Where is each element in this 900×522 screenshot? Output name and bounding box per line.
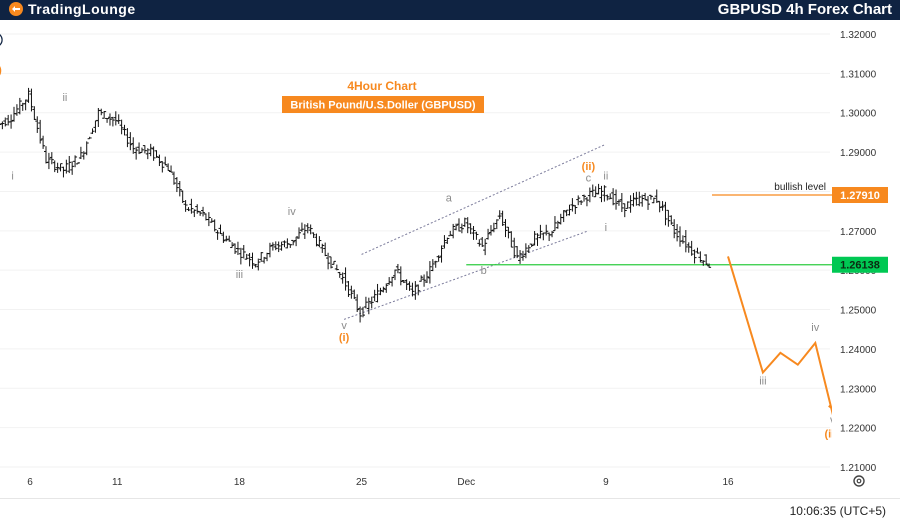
gear-icon[interactable] xyxy=(853,475,865,487)
projection-path xyxy=(727,256,851,416)
x-tick-label: 11 xyxy=(112,477,123,488)
wave-projection xyxy=(727,256,851,416)
grid xyxy=(0,33,830,468)
wave-label: (i) xyxy=(339,332,350,344)
wave-label: (ii) xyxy=(582,161,596,173)
level-badge xyxy=(832,186,888,203)
x-tick-label: 18 xyxy=(234,477,246,488)
y-tick-label: 1.24000 xyxy=(840,345,877,356)
y-tick-label: 1.29000 xyxy=(840,148,877,159)
channel-lower xyxy=(343,230,589,320)
bullish-level-text: bullish level xyxy=(774,182,826,193)
y-tick-label: 1.22000 xyxy=(840,424,877,435)
wave-label: (c) xyxy=(0,64,2,76)
candles xyxy=(0,87,712,323)
level-badges: 1.27910 1.26138 xyxy=(832,186,888,273)
y-tick-label: 1.25000 xyxy=(840,306,877,317)
x-tick-label: 25 xyxy=(356,477,368,488)
y-tick-label: 1.27000 xyxy=(840,227,877,238)
y-tick-label: 1.31000 xyxy=(840,69,877,80)
price-levels xyxy=(466,194,832,266)
page-title: GBPUSD 4h Forex Chart xyxy=(717,1,892,18)
brand: TradingLounge xyxy=(8,1,136,17)
x-tick-label: 9 xyxy=(603,477,609,488)
wave-label: b xyxy=(481,265,487,277)
trend-channel xyxy=(343,143,607,320)
x-tick-label: Dec xyxy=(457,477,475,488)
annotation-subtitle-badge xyxy=(282,96,484,113)
time-axis: 6 11 18 25 Dec 9 16 xyxy=(27,477,734,488)
wave-label: i xyxy=(605,222,607,234)
level-badge xyxy=(832,256,888,273)
wave-label: v xyxy=(341,320,347,332)
annotation-title: 4Hour Chart xyxy=(347,79,416,93)
wave-label: ii xyxy=(603,171,608,183)
tradinglounge-logo-icon xyxy=(9,2,23,16)
clock: 10:06:35 (UTC+5) xyxy=(789,504,886,518)
header-bar: TradingLounge GBPUSD 4h Forex Chart xyxy=(0,0,900,20)
y-tick-label: 1.32000 xyxy=(840,30,877,41)
wave-label: c xyxy=(586,173,592,185)
y-tick-label: 1.23000 xyxy=(840,384,877,395)
level-badge-text: 1.26138 xyxy=(840,260,880,272)
wave-label: iii xyxy=(759,375,766,387)
wave-label-circle xyxy=(0,34,3,46)
level-badge-text: 1.27910 xyxy=(840,190,880,202)
y-tick-label: 1.21000 xyxy=(840,463,877,474)
wave-label: i xyxy=(11,171,13,183)
wave-label: iii xyxy=(236,269,243,281)
annotation-subtitle: British Pound/U.S.Doller (GBPUSD) xyxy=(290,100,476,112)
wave-label: iv xyxy=(811,322,819,334)
channel-upper xyxy=(361,143,607,255)
footer-bar: 10:06:35 (UTC+5) xyxy=(0,498,900,522)
wave-label: ii xyxy=(62,92,67,104)
x-tick-label: 16 xyxy=(722,477,734,488)
wave-label: iv xyxy=(288,206,296,218)
y-tick-label: 1.30000 xyxy=(840,109,877,120)
x-tick-label: 6 xyxy=(27,477,33,488)
brand-name: TradingLounge xyxy=(28,1,136,17)
wave-label: a xyxy=(446,192,453,204)
